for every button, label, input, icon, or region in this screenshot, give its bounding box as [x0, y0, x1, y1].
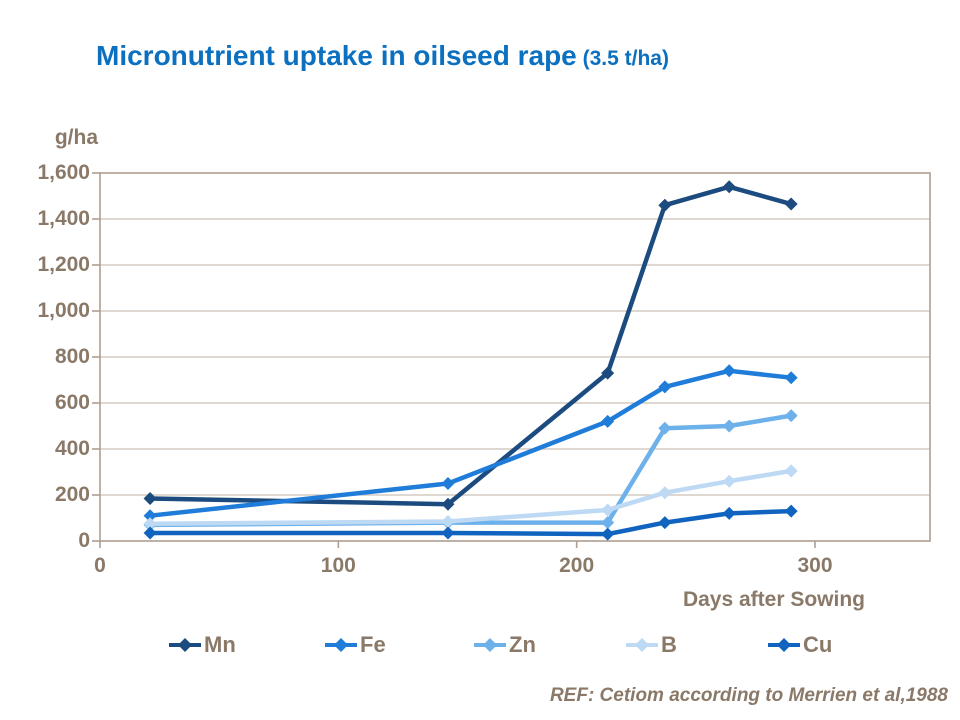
- x-tick-label: 100: [320, 554, 356, 577]
- data-point-b: [658, 486, 672, 500]
- data-point-mn: [143, 491, 157, 505]
- y-tick-label: 0: [78, 529, 90, 552]
- y-tick-label: 1,600: [37, 161, 90, 184]
- x-tick-label: 0: [94, 554, 106, 577]
- y-tick-label: 200: [54, 483, 90, 506]
- x-tick-label: 300: [797, 554, 833, 577]
- legend-label-b: B: [661, 632, 677, 657]
- data-point-b: [784, 464, 798, 478]
- data-point-zn: [722, 419, 736, 433]
- data-point-b: [441, 514, 455, 528]
- series-line-b: [147, 468, 794, 526]
- legend-label-mn: Mn: [204, 632, 236, 657]
- legend-marker-cu: [768, 638, 800, 652]
- y-axis-unit-label: g/ha: [54, 126, 98, 149]
- data-point-cu: [784, 504, 798, 518]
- legend-label-zn: Zn: [509, 632, 536, 657]
- data-point-fe: [658, 380, 672, 394]
- y-tick-label: 1,000: [37, 299, 90, 322]
- data-point-fe: [441, 477, 455, 490]
- data-point-fe: [722, 364, 736, 378]
- data-point-cu: [601, 527, 615, 541]
- data-point-mn: [601, 366, 615, 380]
- data-point-cu: [722, 506, 736, 520]
- legend-marker-mn: [169, 638, 201, 652]
- y-tick-label: 1,200: [37, 253, 90, 276]
- data-point-cu: [658, 516, 672, 530]
- legend-item-b: B: [625, 632, 677, 658]
- data-point-b: [143, 517, 157, 531]
- data-point-b: [722, 474, 736, 488]
- data-point-zn: [601, 516, 615, 530]
- data-point-fe: [784, 371, 798, 385]
- legend-label-fe: Fe: [360, 632, 386, 657]
- legend-marker-zn: [474, 638, 506, 652]
- data-point-zn: [658, 421, 672, 435]
- data-point-mn: [658, 198, 672, 212]
- chart-title-suffix: (3.5 t/ha): [576, 47, 669, 70]
- data-point-b: [601, 503, 615, 517]
- legend-item-cu: Cu: [767, 632, 832, 658]
- data-point-fe: [601, 414, 615, 428]
- data-point-mn: [441, 497, 455, 511]
- x-axis-title: Days after Sowing: [682, 588, 865, 611]
- legend-marker-b: [626, 638, 658, 652]
- chart-title: Micronutrient uptake in oilseed rape (3.…: [96, 40, 669, 72]
- y-tick-label: 600: [54, 391, 90, 414]
- series-line-fe: [147, 368, 794, 518]
- series-line-mn: [147, 184, 794, 507]
- legend-marker-fe: [325, 638, 357, 652]
- y-tick-label: 800: [54, 345, 90, 368]
- data-point-cu: [143, 526, 157, 540]
- legend-item-zn: Zn: [473, 632, 536, 658]
- legend-item-fe: Fe: [324, 632, 386, 658]
- reference-citation: REF: Cetiom according to Merrien et al,1…: [549, 685, 948, 706]
- data-point-mn: [784, 197, 798, 211]
- legend-label-cu: Cu: [803, 632, 833, 657]
- y-tick-label: 400: [54, 437, 90, 460]
- x-tick-label: 200: [559, 554, 595, 577]
- series-line-zn: [147, 413, 794, 528]
- chart-title-main: Micronutrient uptake in oilseed rape: [96, 40, 577, 71]
- data-point-zn: [784, 409, 798, 423]
- data-point-mn: [722, 180, 736, 194]
- y-tick-label: 1,400: [37, 207, 90, 230]
- legend-item-mn: Mn: [168, 632, 236, 658]
- data-point-fe: [143, 509, 157, 523]
- series-line-cu: [147, 508, 794, 537]
- data-point-cu: [441, 526, 455, 540]
